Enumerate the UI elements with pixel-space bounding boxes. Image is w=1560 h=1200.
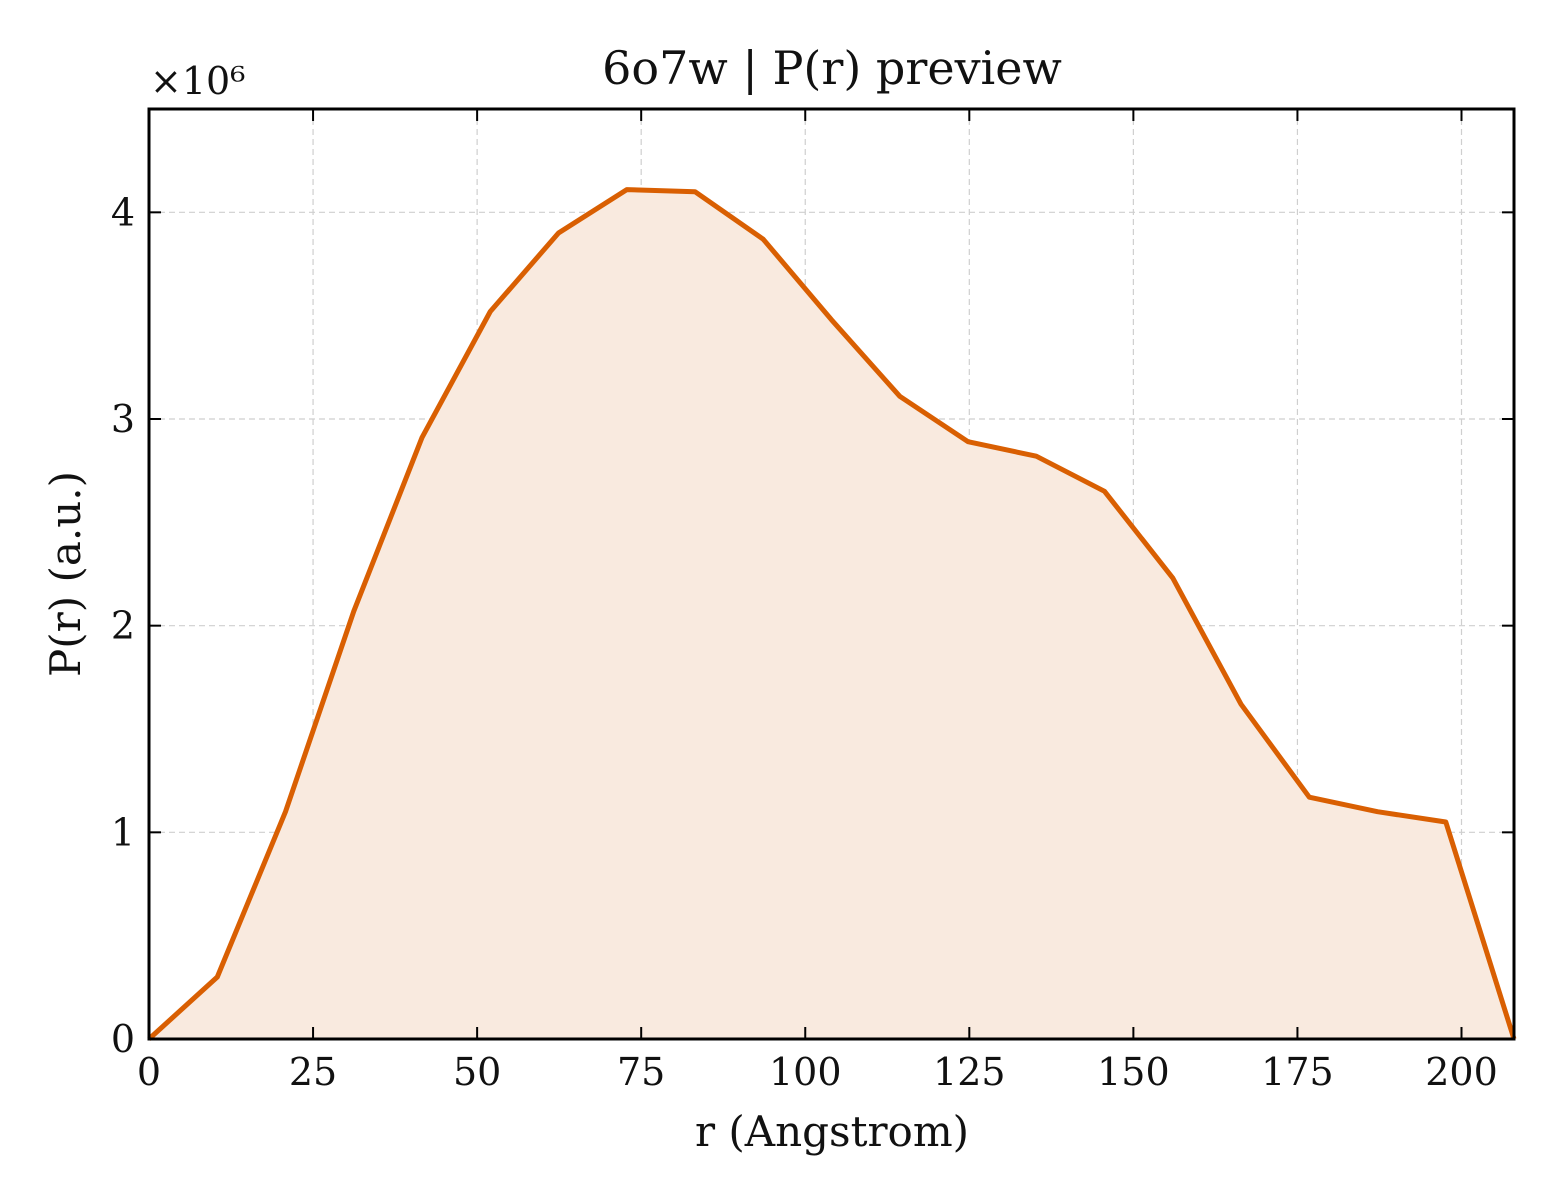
x-tick-label: 200 <box>1425 1050 1498 1094</box>
pr-area-fill <box>149 189 1514 1040</box>
y-scale-multiplier: ×10⁶ <box>150 59 245 103</box>
chart-title: 6o7w | P(r) preview <box>602 41 1062 95</box>
y-tick-label: 4 <box>111 190 135 234</box>
x-tick-label: 0 <box>137 1050 161 1094</box>
y-tick-label: 0 <box>111 1017 135 1061</box>
x-tick-label: 175 <box>1261 1050 1334 1094</box>
pr-series-line <box>147 187 1517 1041</box>
x-tick-label: 125 <box>933 1050 1006 1094</box>
tick-labels: 0 25 50 75 100 125 150 175 200 0 1 2 3 4 <box>111 190 1498 1094</box>
x-tick-label: 75 <box>617 1050 665 1094</box>
x-tick-label: 50 <box>453 1050 501 1094</box>
x-tick-label: 150 <box>1097 1050 1170 1094</box>
y-tick-label: 1 <box>111 810 135 854</box>
axis-ticks <box>148 109 1514 1040</box>
plot-frame <box>147 107 1516 1041</box>
x-axis-label: r (Angstrom) <box>695 1107 969 1156</box>
y-axis-label: P(r) (a.u.) <box>41 471 90 677</box>
y-tick-label: 3 <box>111 397 135 441</box>
x-tick-label: 25 <box>289 1050 337 1094</box>
y-tick-label: 2 <box>111 604 135 648</box>
x-tick-label: 100 <box>769 1050 842 1094</box>
